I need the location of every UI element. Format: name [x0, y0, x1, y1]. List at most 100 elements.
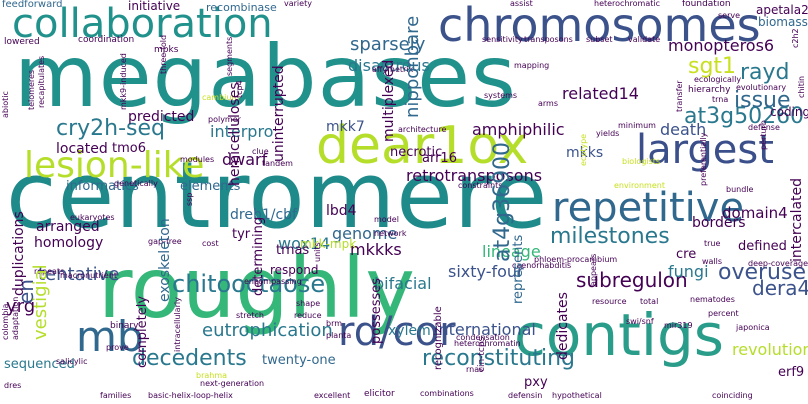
word-adaptation: adaptation	[11, 296, 20, 340]
word-centromere: centromere	[6, 142, 549, 249]
word-contigs: contigs	[514, 301, 725, 369]
word-nematodes: nematodes	[690, 295, 735, 304]
word-percent: percent	[708, 309, 739, 318]
word-reduce: reduce	[294, 311, 322, 320]
word-multiplexed: multiplexed	[381, 59, 397, 142]
word-lbd4: lbd4	[326, 203, 357, 219]
word-units: units	[313, 242, 322, 262]
word-defense: defense	[748, 123, 780, 132]
word-chitin: chitin	[797, 75, 806, 98]
word-walls: walls	[702, 257, 723, 266]
word-recognizable: recognizable	[433, 306, 444, 370]
word-erf9: erf9	[778, 365, 805, 380]
word-tmo6: tmo6	[112, 141, 146, 156]
word-milestones: milestones	[550, 224, 670, 249]
word-dedicates: dedicates	[555, 292, 571, 360]
word-monopteros6: monopteros6	[668, 36, 775, 55]
word-respond: respond	[270, 263, 319, 277]
word-initiative: initiative	[128, 0, 181, 13]
word-macronutrient: macronutrient	[60, 271, 118, 280]
word-tentative: tentative	[38, 264, 120, 285]
word-stretch: stretch	[236, 311, 264, 320]
word-abiotic: abiotic	[1, 91, 10, 118]
word-subregulon: subregulon	[576, 268, 688, 292]
word-hypothetical: hypothetical	[552, 391, 602, 400]
word-issue: issue	[734, 88, 791, 113]
word-exoskeleton: exoskeleton	[157, 218, 173, 302]
word-mkk9-induced: mkk9-induced	[119, 53, 128, 110]
word-dres: dres	[4, 381, 22, 390]
word-tyr: tyr	[232, 227, 251, 242]
word-tandem: tandem	[262, 159, 293, 168]
word-cost: cost	[202, 239, 219, 248]
word-cin-tcps: cin-tcps	[477, 336, 487, 372]
word-yrg: yrg	[6, 296, 36, 317]
word-twenty-one: twenty-one	[262, 353, 336, 368]
word-basic-helix-loop-helix: basic-helix-loop-helix	[148, 391, 233, 400]
word-network: network	[374, 229, 407, 238]
word-heterochromatic: heterochromatic	[594, 0, 660, 8]
word-at3g50260: at3g50260	[684, 104, 805, 129]
word-transfer: transfer	[675, 80, 684, 112]
word-eutrophication: eutrophication	[202, 320, 333, 341]
word-dwarf: dwarf	[222, 150, 268, 169]
word-lesion-like: lesion-like	[24, 145, 205, 186]
word-revolution: revolution	[732, 340, 808, 359]
word-arms: arms	[538, 99, 559, 108]
word-environment: environment	[614, 181, 665, 190]
word-largest: largest	[636, 127, 774, 173]
word-xylem: xylem	[388, 323, 431, 339]
word-completely: completely	[135, 295, 150, 368]
word-informatics: informatics	[66, 179, 139, 194]
word-genome: genome	[332, 224, 398, 243]
word-validate: validate	[628, 35, 661, 44]
word-dear1ox: dear1ox	[316, 116, 529, 176]
word-heterochromatin: heterochromatin	[454, 339, 521, 348]
word-defined: defined	[738, 239, 787, 254]
word-encompassing: encompassing	[244, 277, 302, 286]
word-biologists: biologists	[622, 157, 661, 166]
word-telomeres: telomeres	[27, 69, 36, 110]
word-segments: segments	[225, 36, 234, 76]
word-mb: mb	[76, 312, 144, 361]
word-brahma: brahma	[196, 371, 228, 380]
word-combinations: combinations	[420, 389, 474, 398]
word-necrotic: necrotic	[390, 145, 443, 160]
word-next-generation: next-generation	[200, 379, 265, 388]
word-apetala2: apetala2	[756, 3, 808, 17]
word-nipponbare: nipponbare	[402, 15, 423, 118]
word-true: true	[704, 239, 721, 248]
word-polymer: polymer	[208, 115, 241, 124]
word-tcp4: tcp4	[235, 80, 244, 98]
word-defensin: defensin	[508, 391, 543, 400]
word-arranged: arranged	[36, 219, 100, 235]
word-elicitor: elicitor	[364, 389, 395, 399]
word-rd-cor: rd/cor	[338, 309, 456, 355]
word-hierarchy: hierarchy	[688, 85, 731, 95]
word-mkks: mkks	[566, 145, 604, 161]
word-chitooctaose: chitooctaose	[172, 270, 326, 298]
word-ecologically: ecologically	[694, 75, 742, 84]
word-elements: elements	[180, 179, 241, 194]
word-appears: appears	[589, 253, 598, 286]
word-possesses: possesses	[369, 277, 384, 344]
word-roughly: roughly	[98, 239, 415, 337]
word-trna: trna	[712, 95, 729, 104]
word-megabases: megabases	[14, 27, 517, 127]
word-borders: borders	[692, 215, 746, 231]
word-gap-free: gap-free	[148, 237, 182, 246]
word-fungi: fungi	[668, 262, 709, 281]
word-repeats: repeats	[34, 267, 65, 276]
word-duplications: duplications	[11, 211, 27, 296]
word-caenorhabditis: caenorhabditis	[512, 261, 572, 270]
word-lineage: lineage	[482, 242, 541, 261]
word-mapping: mapping	[514, 61, 550, 70]
word-sensitivity: sensitivity	[482, 35, 523, 44]
word-pxy: pxy	[524, 375, 548, 390]
word-chromosomes: chromosomes	[438, 0, 761, 52]
word-modules: modules	[180, 155, 215, 164]
word-systems: systems	[484, 91, 518, 100]
word-preferentially: preferentially	[699, 132, 708, 186]
word-domain4: domain4	[722, 204, 788, 222]
word-three-fold: three-fold	[159, 34, 168, 74]
